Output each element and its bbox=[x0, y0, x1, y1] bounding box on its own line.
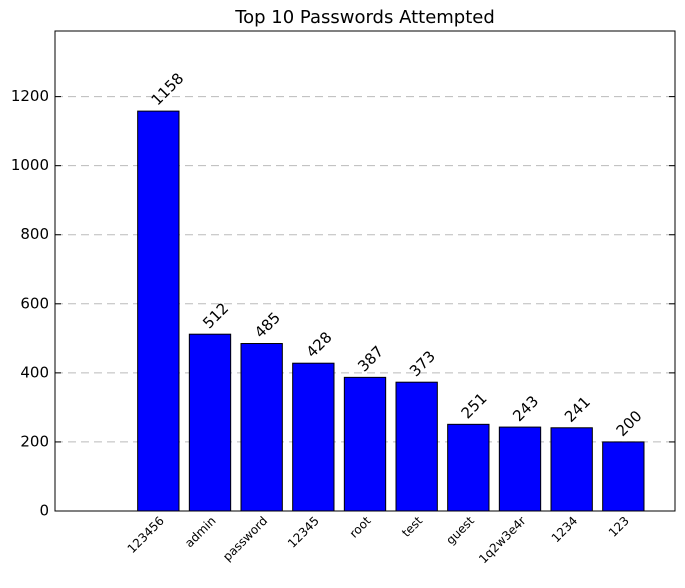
chart-title: Top 10 Passwords Attempted bbox=[234, 7, 495, 28]
bar bbox=[550, 427, 593, 512]
y-tick-label: 1200 bbox=[11, 87, 49, 105]
bar bbox=[292, 362, 335, 512]
bar bbox=[602, 441, 645, 512]
y-tick-label: 200 bbox=[20, 432, 49, 450]
y-tick-label: 0 bbox=[39, 502, 49, 520]
bar bbox=[188, 333, 232, 512]
y-tick-label: 1000 bbox=[11, 156, 49, 174]
y-tick-label: 800 bbox=[20, 225, 49, 243]
bar bbox=[343, 376, 387, 512]
y-tick-label: 600 bbox=[20, 294, 49, 312]
bar bbox=[498, 426, 542, 512]
bar bbox=[395, 381, 438, 512]
bar bbox=[447, 423, 490, 512]
y-tick-label: 400 bbox=[20, 363, 49, 381]
bar bbox=[240, 343, 283, 512]
plot-frame bbox=[54, 30, 676, 512]
bar bbox=[137, 110, 180, 512]
